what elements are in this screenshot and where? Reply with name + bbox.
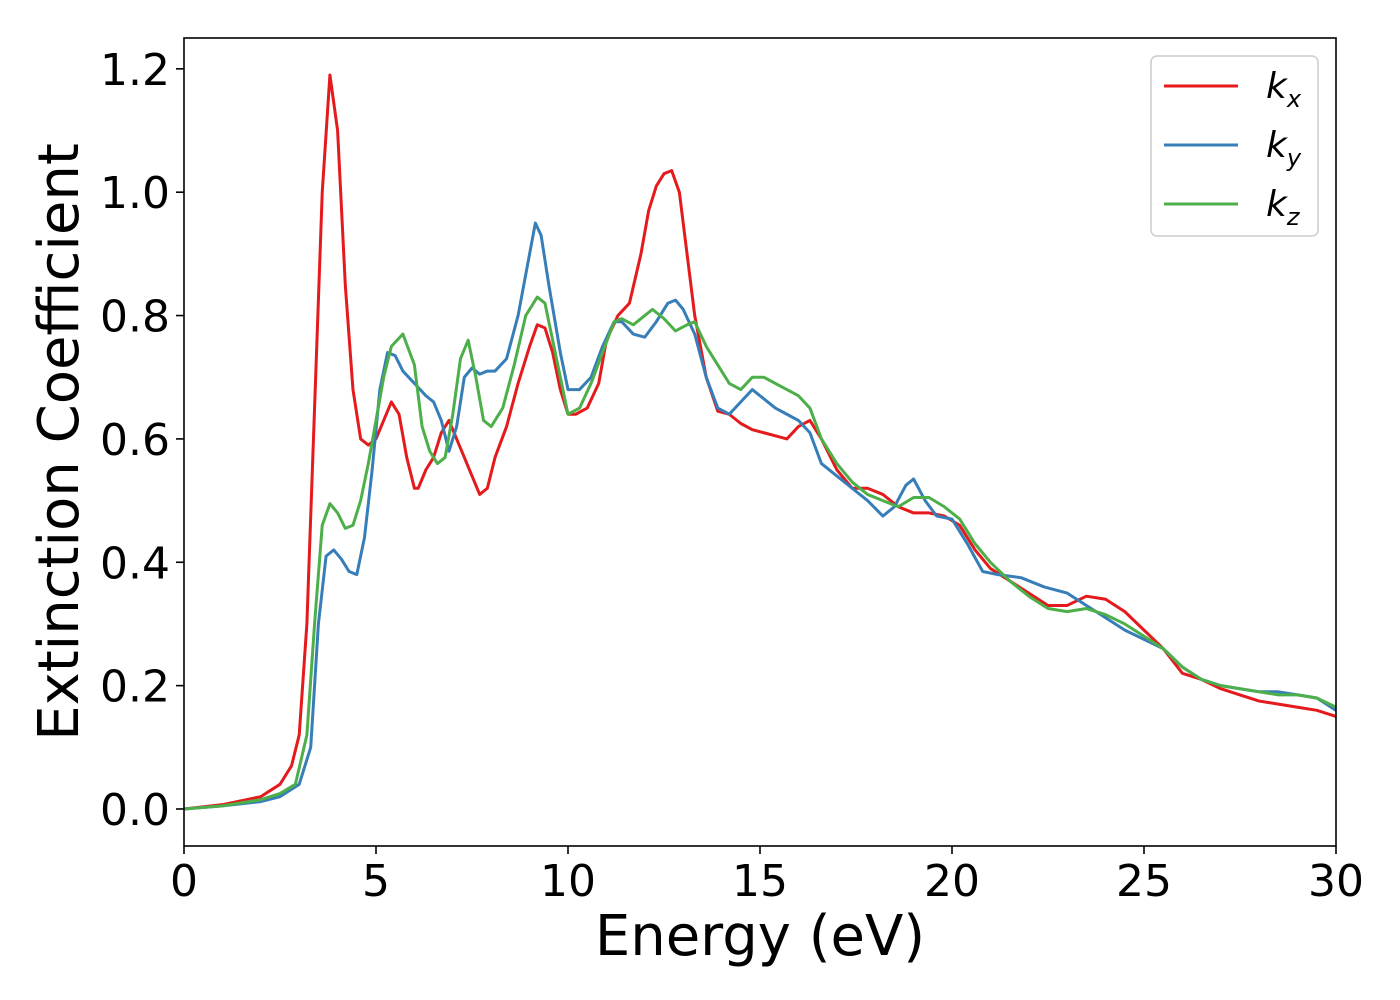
legend-label-sub: y: [1286, 144, 1302, 172]
series-line-x: [184, 73, 1336, 811]
y-tick-label: 0.6: [100, 415, 170, 466]
legend-label-x: kx: [1266, 66, 1302, 113]
y-tick-label: 0.8: [100, 292, 170, 343]
y-axis-label: Extinction Coefficient: [27, 143, 92, 741]
y-tick-label: 1.0: [100, 168, 170, 219]
x-tick-label: 5: [362, 856, 390, 907]
x-axis-label: Energy (eV): [595, 904, 925, 969]
legend-label-sub: z: [1286, 203, 1301, 231]
legend-label-main: k: [1266, 66, 1289, 107]
legend-label-y: ky: [1266, 125, 1302, 172]
series-layer: [184, 73, 1336, 811]
x-tick-label: 30: [1308, 856, 1364, 907]
x-tick-label: 15: [732, 856, 788, 907]
legend-label-z: kz: [1266, 184, 1301, 231]
y-tick-label: 0.0: [100, 785, 170, 836]
y-tick-label: 0.4: [100, 538, 170, 589]
x-tick-label: 10: [540, 856, 596, 907]
legend-label-sub: x: [1286, 85, 1302, 113]
y-tick-label: 0.2: [100, 662, 170, 713]
legend-label-main: k: [1266, 184, 1289, 225]
x-tick-label: 20: [924, 856, 980, 907]
x-axis-ticks: 0 5 10 15 20 25 30: [170, 846, 1364, 907]
series-line-y: [184, 221, 1336, 811]
y-axis-ticks: 0.0 0.2 0.4 0.6 0.8 1.0 1.2: [100, 45, 184, 836]
y-tick-label: 1.2: [100, 45, 170, 96]
x-tick-label: 25: [1116, 856, 1172, 907]
series-line-z: [184, 295, 1336, 811]
legend-label-main: k: [1266, 125, 1289, 166]
x-tick-label: 0: [170, 856, 198, 907]
